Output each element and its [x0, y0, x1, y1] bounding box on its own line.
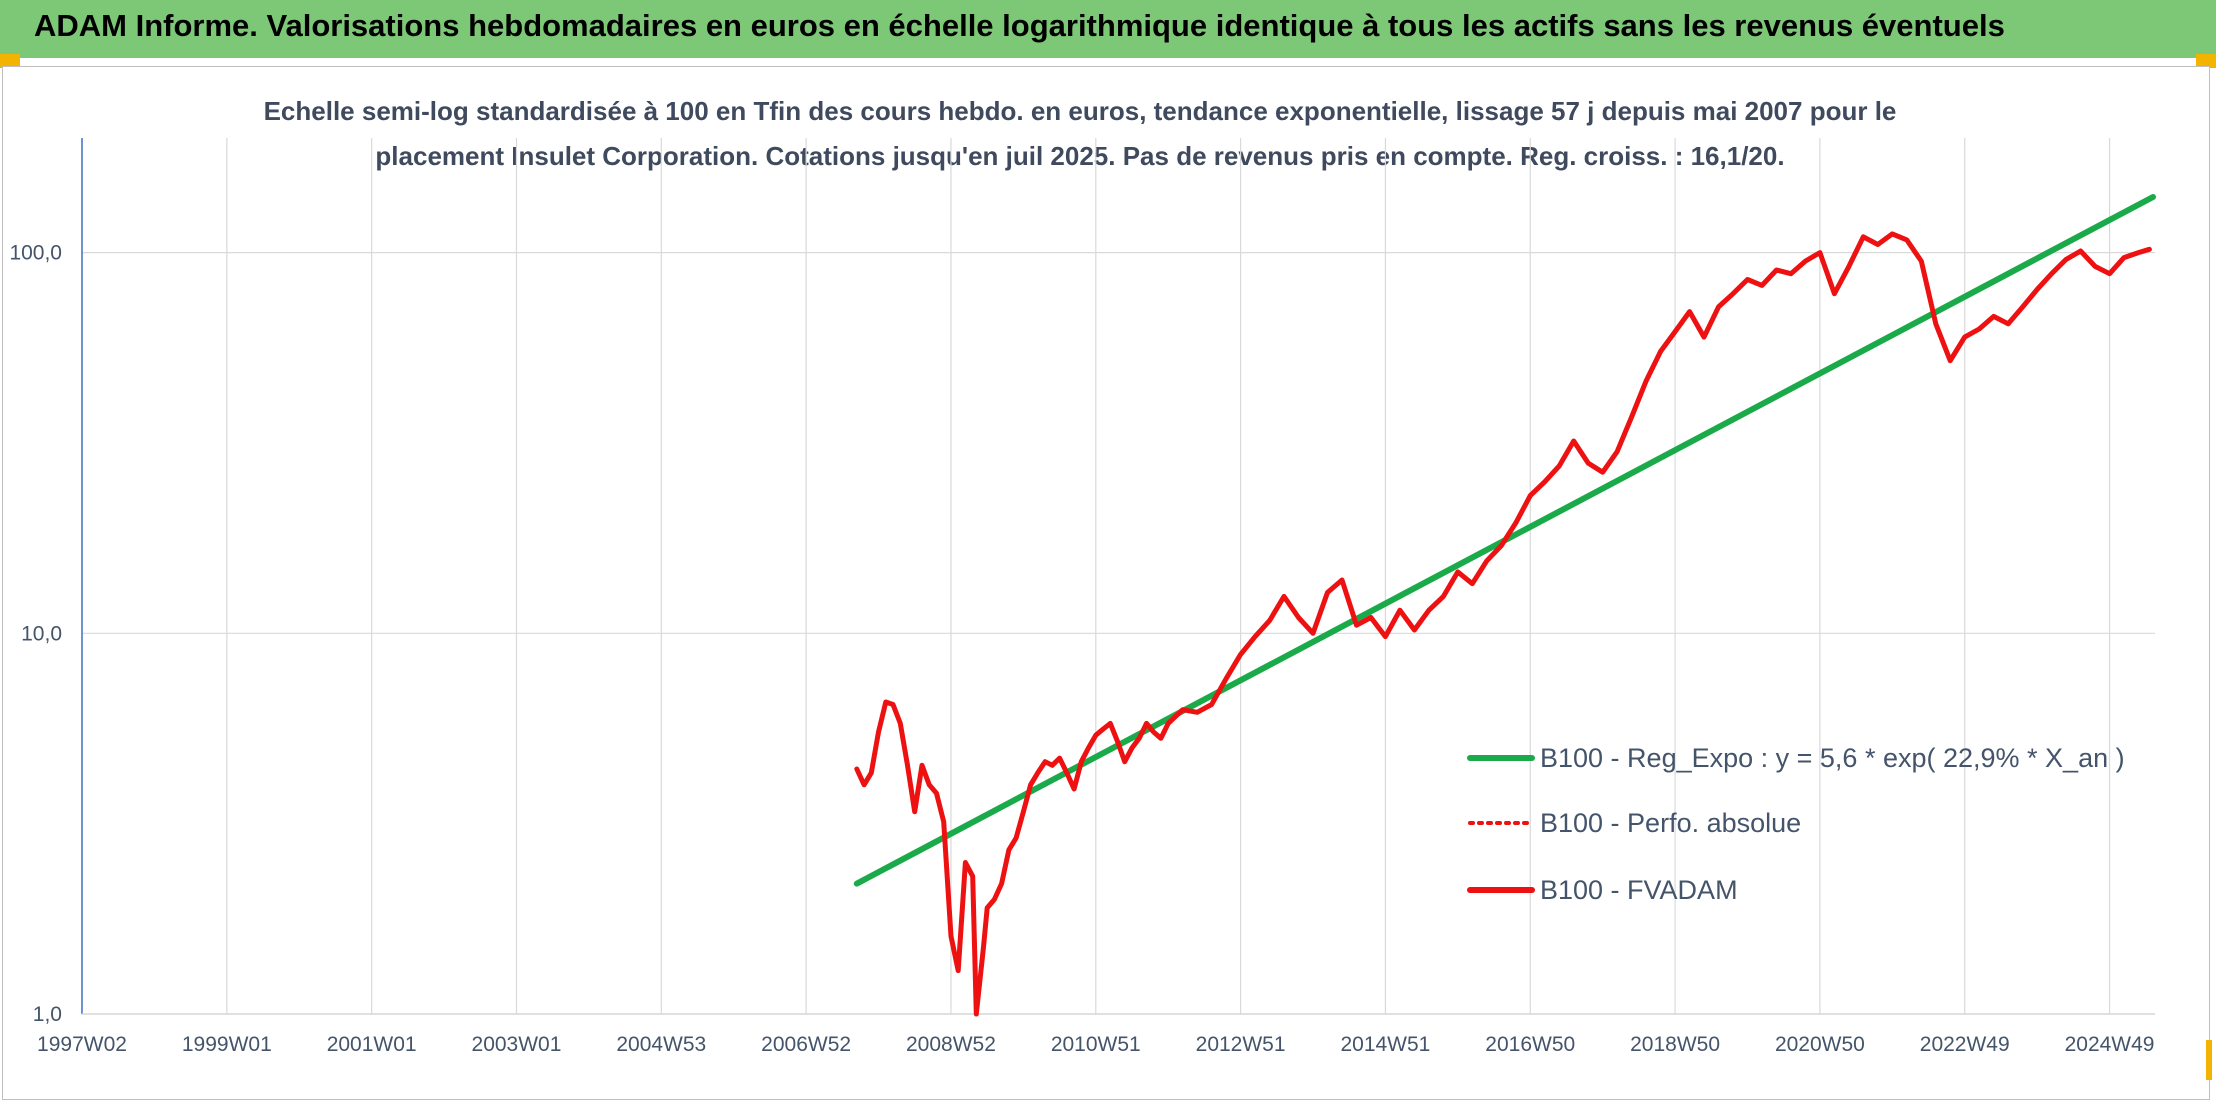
- corner-mark-left: [0, 54, 20, 68]
- header-banner: ADAM Informe. Valorisations hebdomadaire…: [0, 0, 2216, 58]
- legend-entry-regression: B100 - Reg_Expo : y = 5,6 * exp( 22,9% *…: [1540, 743, 2125, 773]
- fvadam-line: [854, 231, 2152, 1017]
- report-title: ADAM Informe. Valorisations hebdomadaire…: [34, 8, 2005, 43]
- x-tick-label: 2008W52: [906, 1033, 996, 1056]
- x-tick-label: 1997W02: [37, 1033, 127, 1056]
- legend-entry-perfo-absolue: B100 - Perfo. absolue: [1540, 808, 1801, 838]
- corner-mark-right: [2196, 54, 2216, 68]
- x-tick-label: 2010W51: [1051, 1033, 1141, 1056]
- x-tick-label: 2014W51: [1340, 1033, 1430, 1056]
- x-tick-label: 2004W53: [616, 1033, 706, 1056]
- x-tick-label: 2018W50: [1630, 1033, 1720, 1056]
- y-tick-label: 1,0: [33, 1003, 62, 1026]
- frame-accent: [2206, 1040, 2212, 1080]
- chart-title-line-1: Echelle semi-log standardisée à 100 en T…: [263, 96, 1897, 126]
- x-tick-label: 2012W51: [1196, 1033, 1286, 1056]
- chart-frame: [2, 66, 2210, 1100]
- x-tick-label: 2022W49: [1920, 1033, 2010, 1056]
- x-tick-label: 2020W50: [1775, 1033, 1865, 1056]
- x-tick-label: 2016W50: [1485, 1033, 1575, 1056]
- x-tick-label: 2003W01: [472, 1033, 562, 1056]
- y-tick-label: 10,0: [21, 622, 62, 645]
- x-tick-label: 2024W49: [2065, 1033, 2155, 1056]
- legend-entry-fvadam: B100 - FVADAM: [1540, 875, 1738, 905]
- chart-title-line-2: placement Insulet Corporation. Cotations…: [375, 141, 1785, 171]
- x-tick-label: 2001W01: [327, 1033, 417, 1056]
- y-tick-label: 100,0: [9, 242, 62, 265]
- x-tick-label: 1999W01: [182, 1033, 272, 1056]
- x-tick-label: 2006W52: [761, 1033, 851, 1056]
